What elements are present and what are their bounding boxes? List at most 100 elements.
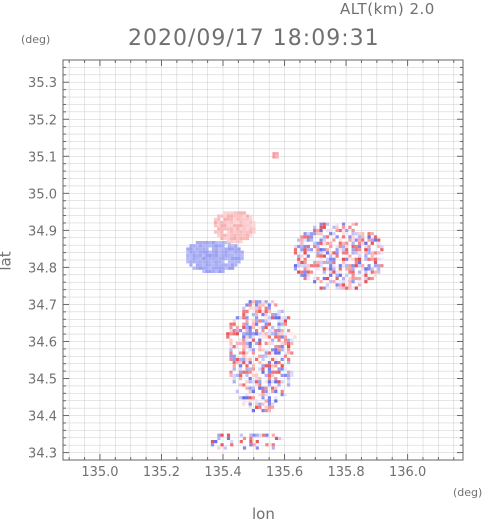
radar-cell bbox=[277, 351, 281, 355]
radar-cell bbox=[232, 329, 236, 333]
radar-cell bbox=[313, 241, 317, 245]
radar-cell bbox=[274, 345, 278, 349]
radar-cell bbox=[316, 251, 320, 255]
radar-cell bbox=[213, 224, 218, 228]
radar-cell bbox=[274, 329, 278, 333]
radar-cell bbox=[189, 260, 193, 264]
radar-cell bbox=[234, 253, 238, 257]
radar-cell bbox=[274, 351, 278, 355]
radar-cell bbox=[319, 286, 323, 290]
radar-cell bbox=[290, 370, 294, 374]
radar-cell bbox=[361, 241, 365, 245]
radar-cell bbox=[234, 247, 238, 251]
radar-cell bbox=[242, 357, 246, 361]
radar-cell bbox=[186, 247, 190, 251]
radar-cell bbox=[338, 286, 342, 290]
radar-cell bbox=[303, 235, 307, 239]
radar-cell bbox=[227, 247, 231, 251]
radar-cell bbox=[226, 236, 230, 241]
radar-cell bbox=[297, 238, 301, 242]
radar-cell bbox=[335, 244, 339, 249]
radar-cell bbox=[267, 367, 271, 371]
radar-cell bbox=[300, 260, 304, 265]
radar-cell bbox=[316, 264, 320, 268]
radar-cell bbox=[348, 280, 352, 284]
radar-cell bbox=[218, 250, 222, 254]
radar-cell bbox=[235, 329, 239, 333]
radar-cell bbox=[232, 322, 236, 326]
radar-cell bbox=[245, 309, 249, 313]
radar-cell bbox=[341, 232, 346, 236]
radar-cell bbox=[274, 386, 278, 390]
radar-cell bbox=[335, 251, 339, 255]
radar-cell bbox=[255, 341, 259, 345]
radar-cell bbox=[242, 211, 246, 215]
radar-cell bbox=[380, 257, 384, 261]
radar-cell bbox=[199, 257, 203, 261]
radar-cell bbox=[345, 248, 349, 252]
radar-cell bbox=[258, 338, 262, 342]
radar-cell bbox=[239, 329, 243, 333]
radar-cell bbox=[208, 257, 212, 261]
radar-cell bbox=[229, 227, 234, 231]
radar-cell bbox=[335, 270, 339, 274]
radar-cell bbox=[208, 266, 212, 270]
radar-cell bbox=[267, 383, 271, 387]
radar-cell bbox=[271, 325, 275, 329]
radar-cell bbox=[239, 316, 243, 320]
radar-cell bbox=[189, 253, 193, 257]
radar-cell bbox=[322, 260, 326, 265]
radar-cell bbox=[249, 433, 253, 437]
radar-cell bbox=[332, 238, 336, 242]
radar-cell bbox=[300, 238, 304, 242]
radar-cell bbox=[255, 380, 259, 384]
radar-cell bbox=[265, 443, 269, 447]
radar-cell bbox=[267, 332, 271, 336]
radar-cell bbox=[255, 370, 259, 374]
radar-cell bbox=[306, 254, 310, 258]
x-tick-label: 135.2 bbox=[143, 465, 180, 480]
radar-cell bbox=[335, 222, 339, 226]
radar-cell bbox=[226, 233, 230, 237]
radar-cell bbox=[303, 238, 307, 242]
radar-cell bbox=[348, 225, 352, 229]
radar-cell bbox=[351, 248, 355, 252]
radar-cell bbox=[231, 253, 235, 257]
radar-cell bbox=[229, 230, 234, 234]
radar-cell bbox=[249, 230, 253, 234]
radar-cell bbox=[329, 254, 333, 258]
radar-cell bbox=[329, 276, 333, 281]
radar-cell bbox=[351, 244, 355, 249]
radar-cell bbox=[348, 270, 352, 274]
radar-cell bbox=[251, 313, 255, 317]
radar-cell bbox=[249, 220, 253, 225]
radar-cell bbox=[351, 222, 355, 226]
radar-cell bbox=[313, 232, 317, 236]
radar-cell bbox=[338, 283, 342, 287]
radar-cell bbox=[208, 241, 212, 245]
radar-cell bbox=[264, 393, 268, 397]
radar-cell bbox=[293, 248, 298, 252]
radar-cell bbox=[229, 224, 234, 228]
radar-cell bbox=[271, 316, 275, 320]
radar-cell bbox=[239, 361, 243, 365]
radar-cell bbox=[345, 228, 349, 233]
radar-cell bbox=[332, 264, 336, 268]
radar-cell bbox=[245, 227, 250, 231]
radar-cell bbox=[267, 370, 271, 374]
radar-cell bbox=[274, 396, 278, 400]
radar-cell bbox=[354, 257, 358, 261]
radar-cell bbox=[306, 244, 310, 249]
radar-cell bbox=[316, 248, 320, 252]
radar-cell bbox=[226, 217, 230, 221]
radar-cell bbox=[231, 257, 235, 261]
radar-cell bbox=[217, 220, 221, 225]
radar-cell bbox=[351, 270, 355, 274]
radar-cell bbox=[373, 251, 378, 255]
radar-cell bbox=[213, 220, 218, 225]
radar-cell bbox=[280, 393, 284, 397]
radar-cell bbox=[335, 228, 339, 233]
radar-cell bbox=[348, 235, 352, 239]
x-unit-label: (deg) bbox=[453, 486, 483, 499]
radar-cell bbox=[199, 266, 203, 270]
